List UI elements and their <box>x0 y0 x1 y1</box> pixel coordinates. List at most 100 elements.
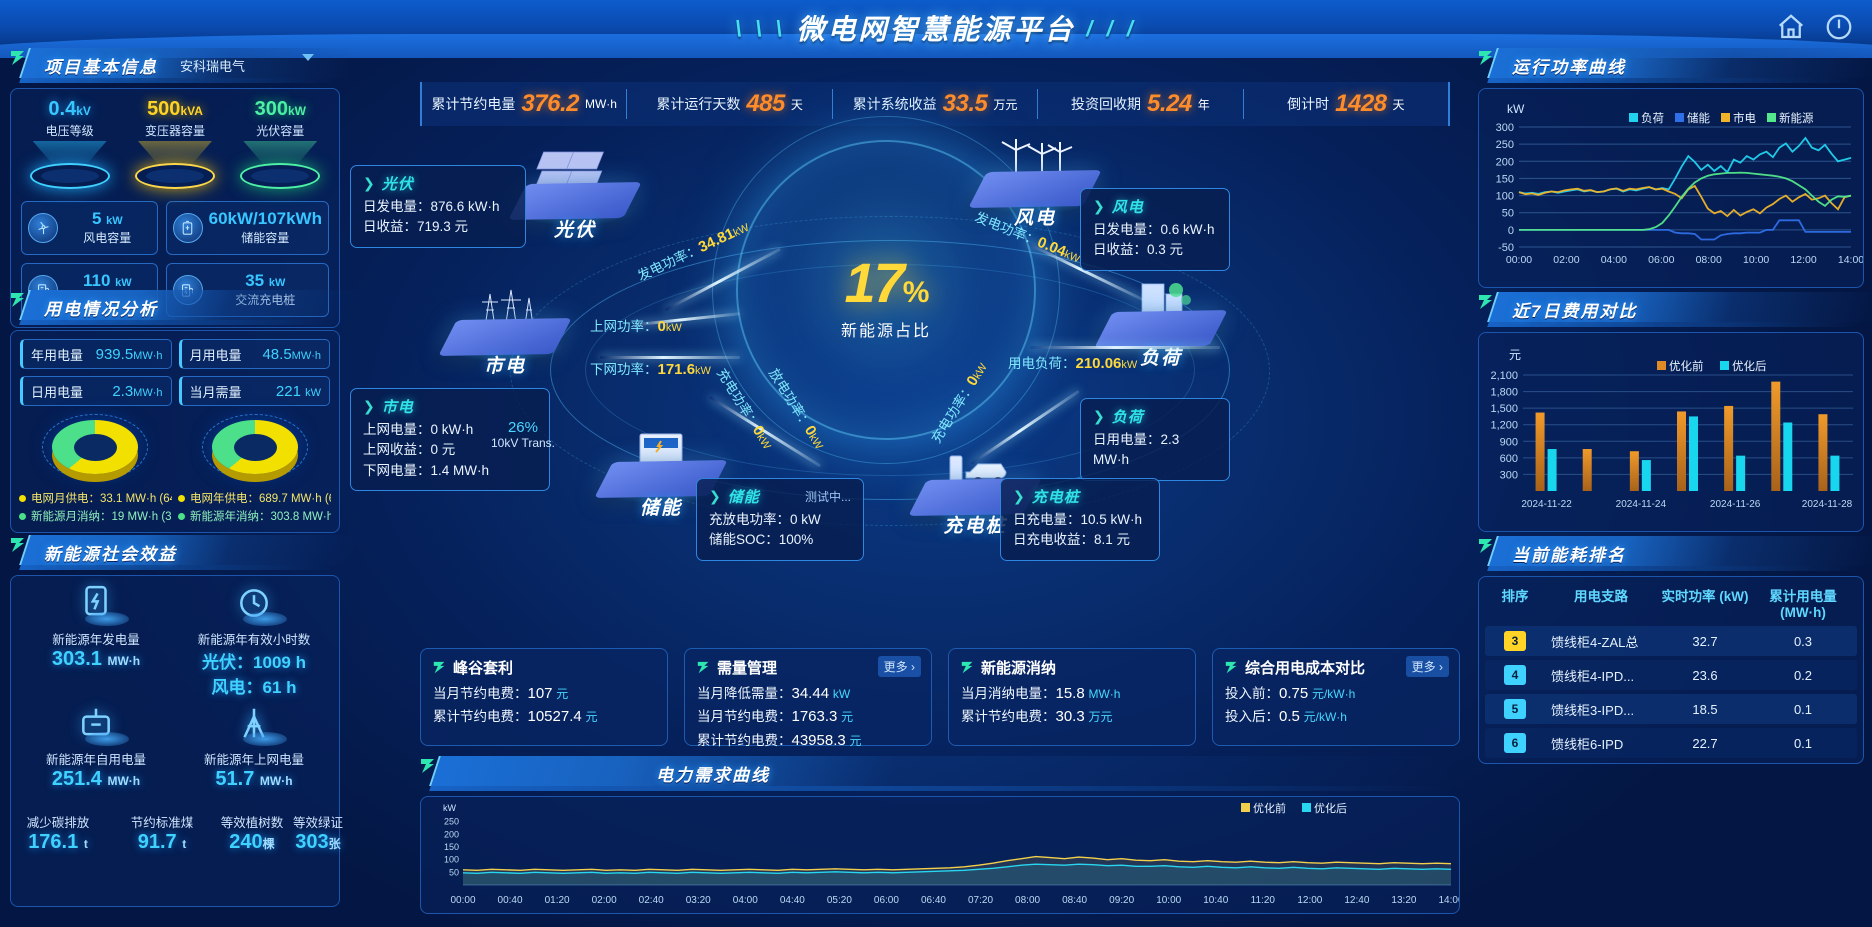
panel-basic-info: 项目基本信息 安科瑞电气 0.4kV 电压等级 500kVA 变压器容量 <box>10 48 359 328</box>
panel-header: 电力需求曲线 <box>420 756 1460 791</box>
table-row[interactable]: 5 馈线柜3-IPD... 18.5 0.1 <box>1485 694 1857 724</box>
more-button[interactable]: 更多 › <box>1405 656 1449 677</box>
card-row-unit: kW <box>832 687 851 701</box>
infobox-title: 风电 <box>1111 199 1144 216</box>
node-grid[interactable]: 市电 <box>430 288 580 377</box>
flow-label: 用电负荷： <box>1008 356 1076 371</box>
card-row-unit: 元 <box>849 733 862 748</box>
benefit-value: 91.7 <box>137 831 177 853</box>
panel-body: kW -50 0 50 100 150 200 250 300 00:00 02:00 04:00 06… <box>1478 88 1864 288</box>
svg-text:1,800: 1,800 <box>1490 387 1518 399</box>
arrow-icon: ❯ <box>1013 488 1025 504</box>
benefit-value: 303 <box>295 831 329 853</box>
svg-text:00:00: 00:00 <box>1506 254 1532 266</box>
svg-text:储能: 储能 <box>1687 111 1710 125</box>
svg-text:00:00: 00:00 <box>450 895 475 906</box>
kpi-label: 累计节约电量 <box>431 96 516 112</box>
node-label: 储能 <box>639 498 682 519</box>
gauge-label: 电压等级 <box>45 124 94 138</box>
legend-text: 新能源年消纳：303.8 MW·h (31%) <box>190 511 331 523</box>
legend-text: 新能源月消纳：19 MW·h (36%) <box>31 511 172 523</box>
svg-text:-50: -50 <box>1498 242 1514 254</box>
benefit-label: 新能源年上网电量 <box>203 753 304 767</box>
svg-text:01:20: 01:20 <box>545 895 570 906</box>
node-wind[interactable]: 风电 <box>960 139 1110 229</box>
card-title: 峰谷套利 <box>453 660 514 677</box>
benefit-label: 节约标准煤 <box>130 816 194 830</box>
battery-icon <box>172 213 203 243</box>
svg-text:02:00: 02:00 <box>592 895 617 906</box>
kpi-unit: MW·h <box>584 97 617 111</box>
benefit-grid-export: 新能源年上网电量 51.7 MW·h <box>179 704 329 791</box>
company-select[interactable]: 安科瑞电气 <box>180 54 330 76</box>
benefit-label: 新能源年发电量 <box>52 633 140 647</box>
kpi-label: 倒计时 <box>1287 96 1330 112</box>
panel-body: 排序 用电支路 实时功率 (kW) 累计用电量 (MW·h) 3 馈线柜4-ZA… <box>1478 576 1864 764</box>
more-button[interactable]: 更多 › <box>877 656 921 677</box>
rank-badge: 4 <box>1504 665 1526 685</box>
svg-text:600: 600 <box>1500 453 1518 465</box>
table-row[interactable]: 6 馈线柜6-IPD 22.7 0.1 <box>1485 728 1857 758</box>
svg-text:250: 250 <box>1496 139 1514 151</box>
flow-value: 210.06 <box>1075 355 1122 372</box>
node-load[interactable]: 负荷 <box>1086 280 1236 369</box>
home-icon[interactable] <box>1776 12 1806 42</box>
card-row: 累计节约电费：43958.3 元 <box>697 729 919 752</box>
arrow-icon: ❯ <box>363 398 375 414</box>
kpi-bar: 累计节约电量 376.2 MW·h 累计运行天数 485 天 累计系统收益 33… <box>420 82 1450 126</box>
svg-text:200: 200 <box>1496 156 1514 168</box>
demand-curve-chart: 50 100 150 200 250 kW 00:00 00:40 01:20 02:00 02:4… <box>443 801 1459 906</box>
card-row-value: 10527.4 <box>527 708 582 726</box>
benefit-value: 光伏：1009 h <box>202 653 306 672</box>
svg-text:100: 100 <box>444 855 459 865</box>
svg-text:2024-11-28: 2024-11-28 <box>1802 499 1853 510</box>
card-row-value: 15.8 <box>1055 685 1085 702</box>
usage-metric: 日用电量 2.3MW·h <box>20 376 172 406</box>
gauge-transformer: 500kVA 变压器容量 <box>125 99 225 189</box>
infobox-row: 日收益：719.3 元 <box>363 219 469 235</box>
charging-board-icon <box>77 585 129 626</box>
svg-text:200: 200 <box>444 829 459 839</box>
panel-body: 50 100 150 200 250 kW 00:00 00:40 01:20 02:00 02:4… <box>420 796 1460 914</box>
node-label: 充电桩 <box>943 516 1007 537</box>
benefit-trees: 等效植树数 240棵 <box>207 810 297 854</box>
chevron-down-icon <box>302 54 314 61</box>
card-row: 当月消纳电量：15.8 MW·h <box>961 682 1183 705</box>
panel-body: 元 300 600 900 1,200 1,500 1,800 2,100 优化前 优化后 2024… <box>1478 332 1864 532</box>
card-row-unit: 万元 <box>1088 710 1113 725</box>
usage-metric-unit: MW·h <box>133 349 163 362</box>
gauge-value: 0.4 <box>48 98 77 120</box>
power-icon[interactable] <box>1824 12 1854 42</box>
panel-header: 近7日费用对比 <box>1478 292 1872 327</box>
table-row[interactable]: 4 馈线柜4-IPD... 23.6 0.2 <box>1485 660 1857 690</box>
infobox-row: 下网电量：1.4 MW·h <box>363 462 490 478</box>
capacity-unit: kW <box>106 215 123 227</box>
table-row[interactable]: 3 馈线柜4-ZAL总 32.7 0.3 <box>1485 626 1857 656</box>
infobox-status: 测试中... <box>804 490 851 504</box>
panel-social-benefit: 新能源社会效益 新能源年发电量 303.1 MW·h 新能源年有效小时数 光伏：… <box>10 535 359 907</box>
benefit-unit: t <box>182 837 187 851</box>
panel-title: 电力需求曲线 <box>656 765 770 785</box>
svg-text:08:00: 08:00 <box>1015 895 1040 906</box>
panel-header: 项目基本信息 安科瑞电气 <box>10 48 359 83</box>
gauge-value: 300 <box>254 98 288 120</box>
gauge-voltage: 0.4kV 电压等级 <box>20 99 120 189</box>
cost-comparison-chart: 元 300 600 900 1,200 1,500 1,800 2,100 优化前 优化后 2024… <box>1490 348 1853 510</box>
usage-metric: 月用电量 48.5MW·h <box>178 339 330 369</box>
capacity-value: 5 <box>91 209 102 228</box>
capacity-value: 35 <box>245 271 265 290</box>
arrow-icon: ❯ <box>1093 198 1105 214</box>
grid-icon <box>235 708 287 746</box>
kpi-value: 1428 <box>1335 90 1387 117</box>
svg-text:优化前: 优化前 <box>1253 801 1286 815</box>
realtime-power: 18.5 <box>1692 701 1718 717</box>
node-solar[interactable]: 光伏 <box>500 151 650 241</box>
kpi-item: 倒计时 1428 天 <box>1244 89 1448 119</box>
flow-unit: kW <box>665 322 682 334</box>
transformer-load: 26% 10kV Trans. <box>491 419 555 450</box>
page-title: \ \ \ 微电网智慧能源平台 / / / <box>0 8 1872 48</box>
branch-name: 馈线柜4-ZAL总 <box>1551 634 1639 650</box>
card-row-label: 当月消纳电量： <box>961 686 1056 701</box>
usage-metric: 年用电量 939.5MW·h <box>20 339 172 369</box>
benefit-value: 176.1 <box>28 831 79 853</box>
